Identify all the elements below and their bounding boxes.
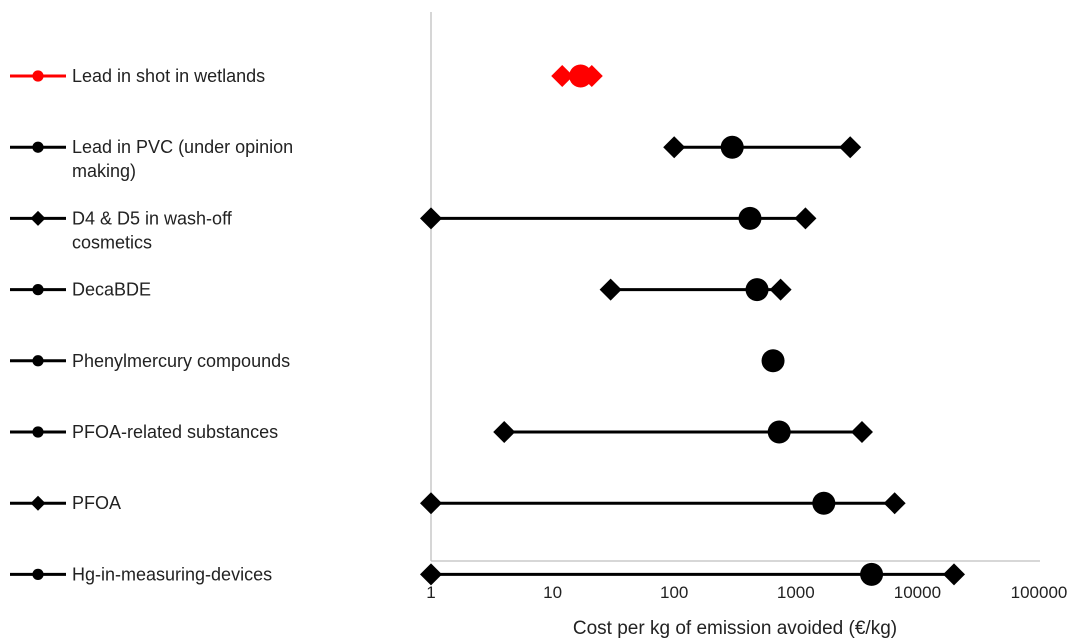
legend-item-pfoa: PFOA bbox=[10, 493, 121, 513]
legend-item-lead-in-pvc-under-opinion-making: Lead in PVC (under opinion making) bbox=[10, 137, 293, 181]
legend-label: Lead in shot in wetlands bbox=[72, 66, 265, 86]
legend-marker bbox=[32, 70, 44, 82]
min-marker bbox=[493, 421, 516, 443]
x-tick-label: 100 bbox=[660, 583, 688, 602]
legend-item-phenylmercury-compounds: Phenylmercury compounds bbox=[10, 351, 290, 371]
legend-item-pfoa-related-substances: PFOA-related substances bbox=[10, 422, 278, 442]
series-hg-in-measuring-devices bbox=[420, 562, 966, 586]
max-marker bbox=[769, 278, 792, 301]
legend-label-line: DecaBDE bbox=[72, 280, 151, 300]
legend-marker bbox=[30, 210, 46, 226]
series-phenylmercury-compounds bbox=[761, 349, 785, 373]
series-decabde bbox=[599, 278, 792, 302]
central-marker bbox=[761, 349, 785, 373]
central-marker bbox=[738, 206, 762, 230]
x-tick-label: 1 bbox=[426, 583, 435, 602]
max-marker bbox=[794, 207, 817, 230]
max-marker bbox=[943, 563, 966, 586]
legend-marker bbox=[32, 568, 44, 581]
legend-item-lead-in-shot-in-wetlands: Lead in shot in wetlands bbox=[10, 66, 265, 86]
legend-marker bbox=[32, 355, 44, 367]
legend-item-decabde: DecaBDE bbox=[10, 280, 151, 300]
legend-marker bbox=[30, 495, 46, 511]
legend-marker bbox=[32, 426, 44, 438]
max-marker bbox=[839, 136, 862, 159]
legend-item-d4-d5-in-wash-off-cosmetics: D4 & D5 in wash-off cosmetics bbox=[10, 208, 233, 252]
legend-label-line: making) bbox=[72, 161, 136, 181]
central-marker bbox=[860, 562, 884, 586]
legend-label-line: Lead in shot in wetlands bbox=[72, 66, 265, 86]
series-pfoa-related-substances bbox=[493, 420, 873, 444]
min-marker bbox=[420, 492, 442, 515]
min-marker bbox=[551, 65, 574, 87]
series-lead-in-pvc-under-opinion-making bbox=[663, 135, 862, 159]
x-tick-label: 1000 bbox=[777, 583, 815, 602]
legend-label-line: Hg-in-measuring-devices bbox=[72, 564, 272, 584]
series-d4-d5-in-wash-off-cosmetics bbox=[420, 206, 817, 230]
x-tick-label: 100000 bbox=[1011, 583, 1068, 602]
legend-label-line: cosmetics bbox=[72, 232, 152, 252]
central-marker bbox=[720, 135, 744, 159]
legend-label: PFOA-related substances bbox=[72, 422, 278, 442]
legend-label-line: PFOA-related substances bbox=[72, 422, 278, 442]
legend: Lead in shot in wetlands Lead in PVC (und… bbox=[10, 66, 293, 584]
legend-label-line: PFOA bbox=[72, 493, 121, 513]
max-marker bbox=[850, 421, 873, 443]
x-axis-title: Cost per kg of emission avoided (€/kg) bbox=[573, 618, 897, 639]
x-tick-label: 10 bbox=[543, 583, 562, 602]
legend-label-line: Lead in PVC (under opinion bbox=[72, 137, 293, 157]
central-marker bbox=[745, 278, 769, 302]
plot-area bbox=[420, 64, 966, 586]
x-tick-label: 10000 bbox=[894, 583, 941, 602]
legend-item-hg-in-measuring-devices: Hg-in-measuring-devices bbox=[10, 564, 272, 584]
legend-label-line: D4 & D5 in wash-off bbox=[72, 208, 233, 228]
legend-label: D4 & D5 in wash-off cosmetics bbox=[72, 208, 233, 252]
series-pfoa bbox=[420, 491, 906, 515]
central-marker bbox=[767, 420, 791, 444]
min-marker bbox=[663, 136, 686, 159]
min-marker bbox=[599, 278, 622, 301]
legend-label: Phenylmercury compounds bbox=[72, 351, 290, 371]
central-marker bbox=[812, 491, 836, 515]
legend-label-line: Phenylmercury compounds bbox=[72, 351, 290, 371]
min-marker bbox=[420, 207, 442, 230]
legend-label: Hg-in-measuring-devices bbox=[72, 564, 272, 584]
legend-marker bbox=[32, 141, 44, 153]
legend-label: PFOA bbox=[72, 493, 121, 513]
legend-label: Lead in PVC (under opinion making) bbox=[72, 137, 293, 181]
central-marker bbox=[569, 64, 593, 88]
min-marker bbox=[420, 563, 442, 586]
series-lead-in-shot-in-wetlands bbox=[551, 64, 603, 88]
x-axis-ticks: 1 10 100 1000 10000 100000 bbox=[426, 583, 1067, 602]
legend-marker bbox=[32, 283, 44, 296]
legend-label: DecaBDE bbox=[72, 280, 151, 300]
max-marker bbox=[883, 492, 906, 515]
